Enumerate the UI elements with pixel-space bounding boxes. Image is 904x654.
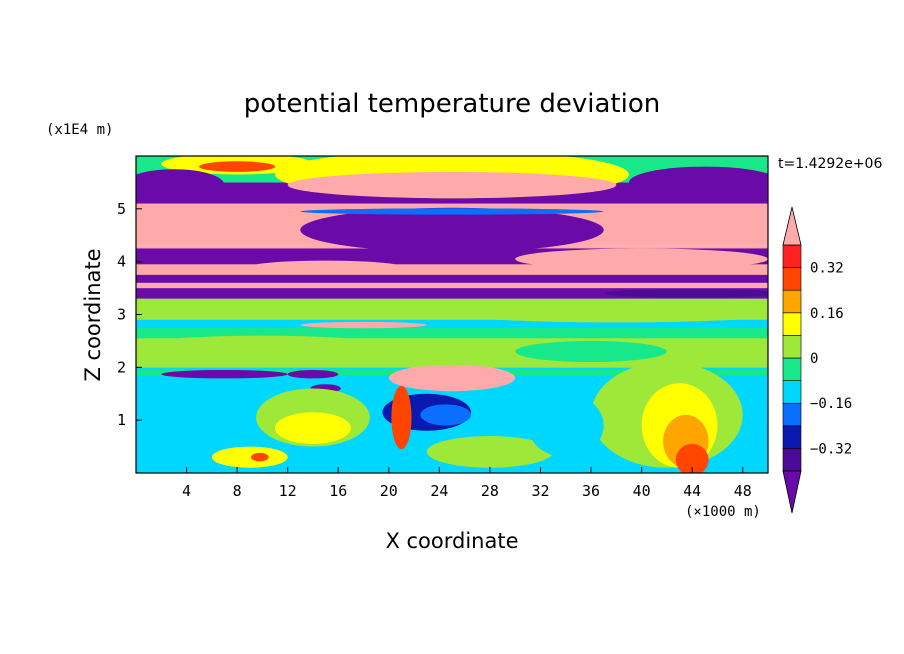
x-tick-label: 12 — [279, 482, 297, 500]
x-tick-label: 8 — [233, 482, 242, 500]
colorbar-cell — [782, 425, 802, 449]
colorbar-tick-label: 0.16 — [810, 306, 844, 322]
x-tick-label: 24 — [430, 482, 448, 500]
y-axis-unit: (x1E4 m) — [46, 122, 113, 138]
x-tick-label: 36 — [582, 482, 600, 500]
x-tick-label: 28 — [481, 482, 499, 500]
x-axis-label: X coordinate — [385, 529, 518, 553]
y-axis: 1 2 3 4 5 — [117, 200, 142, 429]
x-tick-label: 4 — [182, 482, 191, 500]
x-tick-label: 20 — [380, 482, 398, 500]
colorbar-cell — [782, 289, 802, 314]
colorbar-cell — [782, 267, 802, 291]
colorbar-cell — [782, 244, 802, 268]
y-axis-label: Z coordinate — [81, 248, 105, 381]
y-tick-label: 5 — [117, 200, 126, 218]
x-tick-label: 16 — [329, 482, 347, 500]
colorbar-cell — [782, 380, 802, 404]
x-tick-label: 40 — [633, 482, 651, 500]
x-axis-unit: (×1000 m) — [685, 504, 761, 520]
x-tick-label: 32 — [531, 482, 549, 500]
y-tick-label: 3 — [117, 306, 126, 324]
colorbar-tick-label: 0 — [810, 351, 818, 367]
x-tick-label: 48 — [734, 482, 752, 500]
colorbar-tick-label: −0.32 — [810, 441, 852, 457]
colorbar-cell — [782, 448, 802, 472]
colorbar: 0.32 0.16 0 −0.16 −0.32 — [782, 206, 852, 514]
colorbar-cell — [782, 335, 802, 359]
colorbar-tick-label: 0.32 — [810, 261, 844, 277]
colorbar-max-arrow — [782, 206, 802, 246]
x-tick-label: 44 — [683, 482, 701, 500]
y-tick-label: 4 — [117, 253, 126, 271]
colorbar-cell — [782, 402, 802, 427]
plot-area — [135, 155, 769, 474]
colorbar-tick-label: −0.16 — [810, 396, 852, 412]
colorbar-cell — [782, 357, 802, 381]
y-tick-label: 2 — [117, 358, 126, 376]
colorbar-min-arrow — [782, 470, 802, 514]
x-axis: 4 8 12 16 20 24 28 32 36 40 44 48 — [182, 467, 752, 500]
y-tick-label: 1 — [117, 411, 126, 429]
chart-title: potential temperature deviation — [244, 89, 660, 119]
time-label: t=1.4292e+06 — [778, 156, 882, 172]
colorbar-cell — [782, 312, 802, 336]
